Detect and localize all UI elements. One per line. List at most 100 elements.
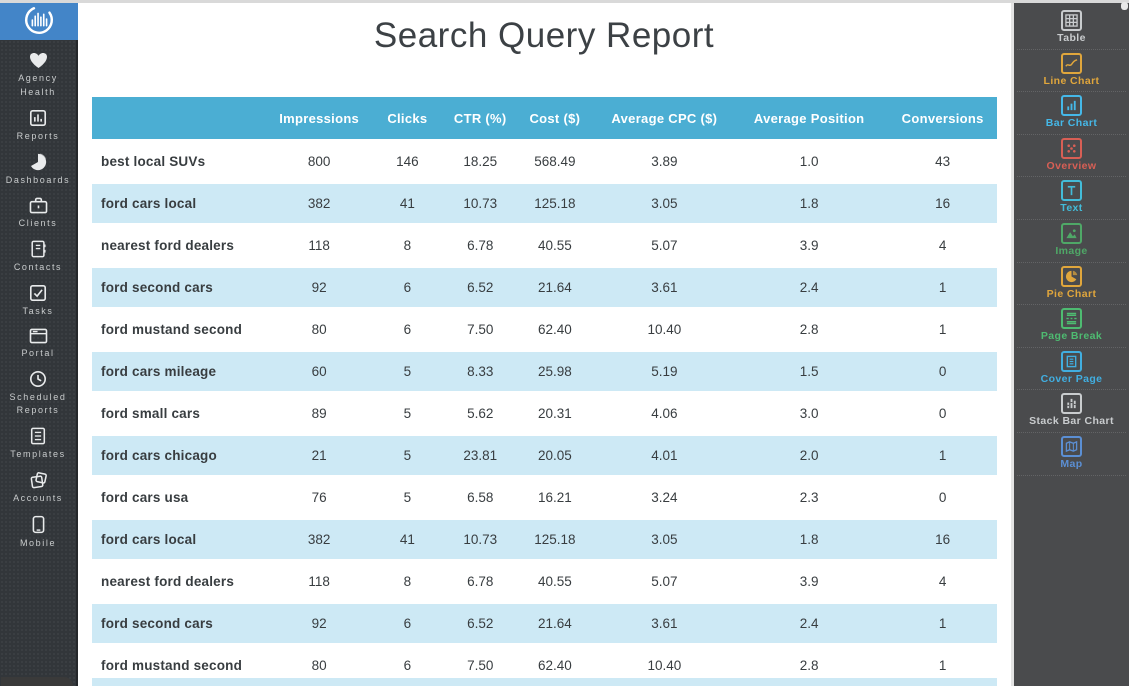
sidebar-item-accounts[interactable]: Accounts [1, 471, 75, 506]
table-cell: 2.0 [729, 436, 889, 475]
query-cell: nearest ford dealers [101, 238, 235, 253]
query-cell: ford cars chicago [92, 436, 273, 475]
table-cell: 3.61 [598, 268, 730, 307]
column-header: Average CPC ($) [598, 97, 730, 139]
sidebar-item-label: Accounts [13, 493, 63, 504]
table-cell: 80 [311, 658, 327, 673]
table-cell: 16 [888, 184, 997, 223]
table-cell: 8 [403, 238, 412, 253]
widget-label: Stack Bar Chart [1029, 415, 1114, 428]
left-sidebar: Agency Health Reports Dashboards [0, 0, 78, 686]
table-cell: 382 [273, 184, 366, 223]
table-cell: 2.4 [729, 604, 889, 643]
search-query-table[interactable]: Impressions Clicks CTR (%) Cost ($) Average … [92, 94, 997, 686]
sidebar-item-tasks[interactable]: Tasks [1, 284, 75, 319]
table-cell: 2.3 [799, 490, 819, 505]
bar-chart-icon [1061, 95, 1082, 117]
table-cell: 2.4 [729, 268, 889, 307]
sidebar-item-agency-health[interactable]: Agency Health [1, 52, 75, 100]
widget-bar-chart[interactable]: Bar Chart [1017, 92, 1126, 135]
table-cell: 1 [888, 604, 997, 643]
table-cell: 62.40 [537, 322, 572, 337]
table-row[interactable]: ford cars mileage 60 5 8.33 25.98 5.19 1.5 0 [92, 352, 997, 391]
table-row[interactable]: ford cars usa 76 5 6.58 16.21 3.24 2.3 0 [92, 478, 997, 517]
query-cell: ford small cars [101, 406, 201, 421]
table-cell: 6 [403, 322, 412, 337]
sidebar-item-scheduled-reports[interactable]: Scheduled Reports [1, 370, 75, 419]
widget-image[interactable]: Image [1017, 220, 1126, 263]
column-header: Impressions [273, 97, 366, 139]
table-row[interactable]: ford mustand second 80 6 7.50 62.40 10.40 2.8 1 [92, 310, 997, 349]
scrollbar-thumb[interactable] [1121, 2, 1128, 10]
table-cell: 5 [365, 352, 450, 391]
query-cell: ford mustand second [101, 658, 243, 673]
table-cell: 21.64 [510, 268, 599, 307]
table-row[interactable]: ford second cars 92 6 6.52 21.64 3.61 2.4 1 [92, 268, 997, 307]
sidebar-item-clients[interactable]: Clients [1, 197, 75, 231]
widget-label: Cover Page [1040, 372, 1103, 385]
widget-stack-bar-chart[interactable]: Stack Bar Chart [1017, 390, 1126, 433]
table-row[interactable]: ford cars local 382 41 10.73 125.18 3.05 1.8 16 [92, 520, 997, 559]
table-cell: 1 [938, 658, 947, 673]
widget-cover-page[interactable]: Cover Page [1017, 348, 1126, 391]
table-cell: 1 [938, 322, 947, 337]
query-cell: best local SUVs [101, 154, 206, 169]
query-cell: ford second cars [92, 268, 273, 307]
widget-map[interactable]: Map [1017, 433, 1126, 476]
table-cell: 5.19 [598, 352, 730, 391]
table-cell: 4.01 [598, 436, 730, 475]
table-row[interactable]: ford cars chicago 21 5 23.81 20.05 4.01 2.0 1 [92, 436, 997, 475]
table-row[interactable]: nearest ford dealers 118 8 6.78 40.55 5.07 3.9… [92, 562, 997, 601]
sidebar-item-portal[interactable]: Portal [1, 328, 75, 361]
image-icon [1061, 222, 1082, 244]
table-icon [1061, 10, 1082, 31]
widget-page-break[interactable]: Page Break [1017, 305, 1126, 348]
table-cell: 20.31 [537, 406, 572, 421]
table-row[interactable]: ford mustand second 80 6 7.50 62.40 10.40 2.8 1 [92, 646, 997, 685]
table-cell: 62.40 [537, 658, 572, 673]
sidebar-item-label: Reports [16, 130, 60, 141]
table-cell: 3.05 [598, 520, 730, 559]
table-row[interactable]: ford small cars 89 5 5.62 20.31 4.06 3.0 0 [92, 394, 997, 433]
table-row[interactable]: ford second cars 92 6 6.52 21.64 3.61 2.4 1 [92, 604, 997, 643]
widget-pie-chart[interactable]: Pie Chart [1017, 263, 1126, 306]
table-cell: 125.18 [510, 184, 599, 223]
table-cell: 7.50 [467, 322, 494, 337]
sidebar-item-mobile[interactable]: Mobile [1, 515, 75, 551]
widget-line-chart[interactable]: Line Chart [1017, 50, 1126, 93]
table-cell: 2.8 [799, 658, 819, 673]
widget-label: Image [1055, 244, 1088, 257]
papers-icon [30, 472, 47, 489]
app-logo[interactable] [0, 0, 78, 40]
widget-label: Pie Chart [1046, 287, 1097, 300]
page-title: Search Query Report [373, 16, 715, 55]
widget-label: Text [1060, 202, 1083, 215]
table-cell: 76 [311, 490, 327, 505]
table-row[interactable]: nearest ford dealers 118 8 6.78 40.55 5.07 3.9… [92, 226, 997, 265]
table-row[interactable]: best local SUVs 800 146 18.25 568.49 3.89 1.0 4… [92, 142, 997, 181]
sidebar-item-reports[interactable]: Reports [1, 109, 75, 144]
table-cell: 60 [273, 352, 366, 391]
stack-bar-chart-icon [1061, 393, 1082, 415]
widget-text[interactable]: Text [1017, 177, 1126, 220]
table-cell: 6.52 [449, 604, 511, 643]
table-row[interactable]: ford cars local 382 41 10.73 125.18 3.05 1.8 16 [92, 184, 997, 223]
widget-list: Table Line Chart Bar Chart Overview [1014, 0, 1129, 476]
browser-icon [29, 328, 47, 343]
briefcase-icon [29, 197, 47, 214]
table-cell: 0 [938, 406, 947, 421]
sidebar-item-label: Tasks [22, 305, 54, 316]
heart-icon [29, 52, 47, 69]
table-cell: 800 [307, 154, 331, 169]
sidebar-item-label: Portal [21, 347, 55, 358]
table-cell: 5 [403, 490, 412, 505]
bottom-left-tab[interactable] [1, 677, 73, 686]
sidebar-item-dashboards[interactable]: Dashboards [1, 153, 75, 188]
widget-overview[interactable]: Overview [1017, 135, 1126, 178]
pie-chart-icon [1061, 265, 1082, 287]
column-header: CTR (%) [449, 97, 511, 139]
widget-table[interactable]: Table [1017, 7, 1126, 50]
sidebar-item-contacts[interactable]: Contacts [1, 240, 75, 275]
map-icon [1061, 435, 1082, 457]
sidebar-item-templates[interactable]: Templates [1, 427, 75, 462]
